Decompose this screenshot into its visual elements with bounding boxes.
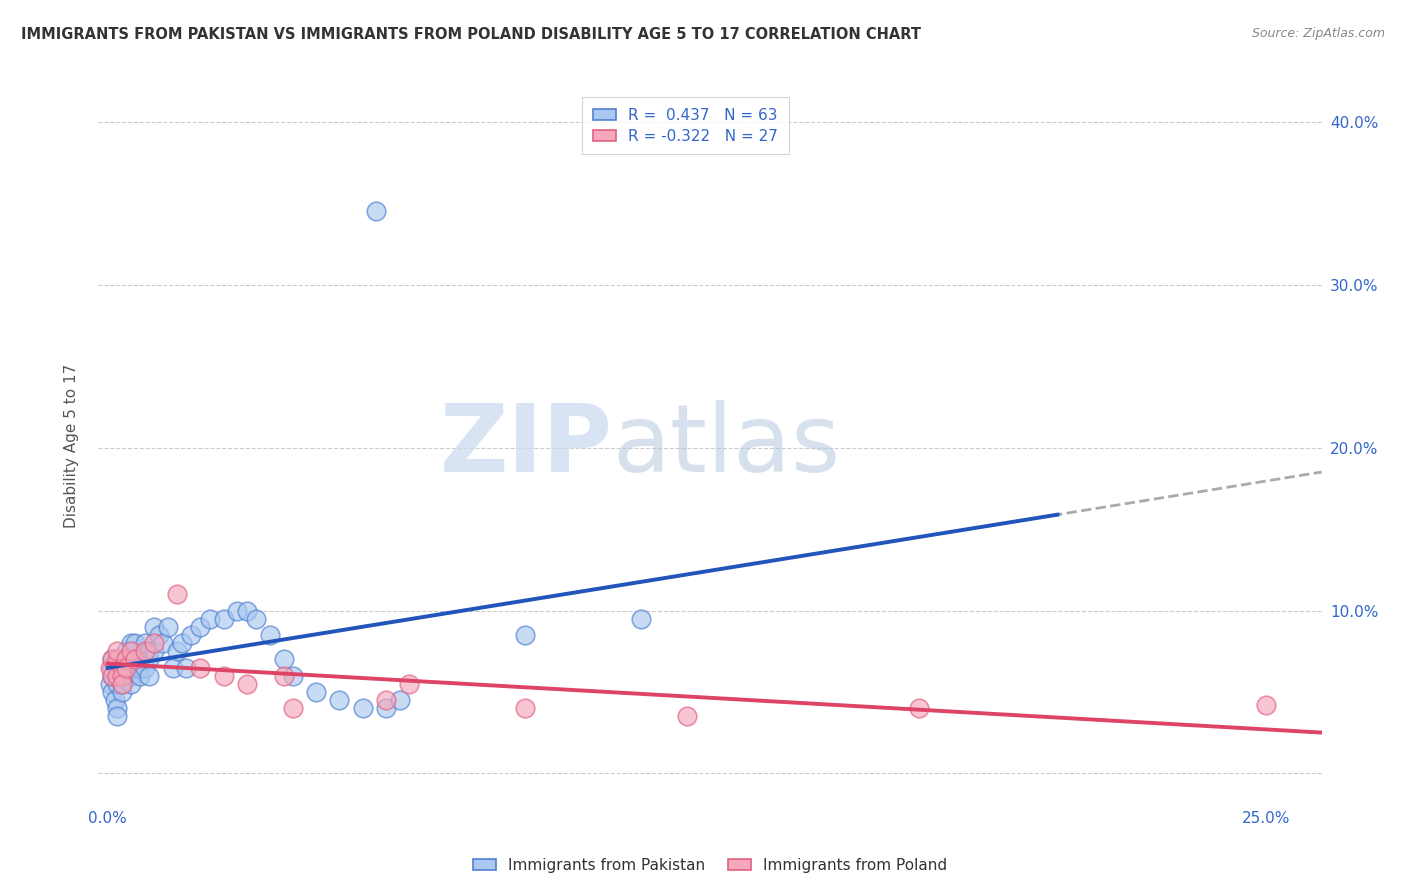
Immigrants from Pakistan (152, 636, 174, 650)
Immigrants from Pakistan (143, 620, 166, 634)
Immigrants from Pakistan (110, 669, 132, 683)
Immigrants from Poland (105, 669, 128, 683)
Immigrants from Pakistan (328, 693, 350, 707)
Immigrants from Pakistan (148, 628, 170, 642)
Immigrants from Poland (398, 677, 420, 691)
Immigrants from Pakistan (630, 612, 652, 626)
Immigrants from Pakistan (166, 644, 188, 658)
Immigrants from Pakistan (273, 652, 295, 666)
Immigrants from Pakistan (105, 709, 128, 723)
Immigrants from Poland (513, 701, 536, 715)
Immigrants from Poland (188, 660, 212, 674)
Immigrants from Pakistan (120, 660, 142, 674)
Immigrants from Poland (907, 701, 929, 715)
Immigrants from Poland (115, 660, 138, 674)
Immigrants from Poland (273, 669, 295, 683)
Immigrants from Pakistan (259, 628, 281, 642)
Text: IMMIGRANTS FROM PAKISTAN VS IMMIGRANTS FROM POLAND DISABILITY AGE 5 TO 17 CORREL: IMMIGRANTS FROM PAKISTAN VS IMMIGRANTS F… (21, 27, 921, 42)
Immigrants from Pakistan (138, 652, 160, 666)
Immigrants from Pakistan (176, 660, 198, 674)
Immigrants from Pakistan (110, 677, 132, 691)
Immigrants from Pakistan (352, 701, 374, 715)
Immigrants from Pakistan (105, 660, 128, 674)
Immigrants from Pakistan (120, 677, 142, 691)
Immigrants from Pakistan (513, 628, 536, 642)
Immigrants from Pakistan (188, 620, 212, 634)
Immigrants from Pakistan (366, 204, 388, 219)
Immigrants from Pakistan (101, 660, 124, 674)
Legend: Immigrants from Pakistan, Immigrants from Poland: Immigrants from Pakistan, Immigrants fro… (465, 850, 955, 880)
Immigrants from Poland (105, 652, 128, 666)
Immigrants from Pakistan (170, 636, 193, 650)
Immigrants from Pakistan (110, 660, 132, 674)
Immigrants from Poland (134, 644, 156, 658)
Immigrants from Pakistan (134, 636, 156, 650)
Immigrants from Poland (120, 644, 142, 658)
Immigrants from Pakistan (101, 652, 124, 666)
Immigrants from Pakistan (388, 693, 411, 707)
Immigrants from Pakistan (105, 701, 128, 715)
Immigrants from Poland (101, 652, 124, 666)
Immigrants from Poland (124, 652, 146, 666)
Immigrants from Pakistan (180, 628, 202, 642)
Immigrants from Pakistan (120, 636, 142, 650)
Immigrants from Poland (110, 677, 132, 691)
Y-axis label: Disability Age 5 to 17: Disability Age 5 to 17 (65, 364, 79, 528)
Immigrants from Pakistan (138, 669, 160, 683)
Immigrants from Pakistan (101, 685, 124, 699)
Immigrants from Pakistan (110, 652, 132, 666)
Immigrants from Poland (676, 709, 699, 723)
Immigrants from Pakistan (115, 669, 138, 683)
Immigrants from Pakistan (226, 603, 249, 617)
Immigrants from Pakistan (281, 669, 304, 683)
Immigrants from Pakistan (101, 669, 124, 683)
Immigrants from Pakistan (124, 660, 146, 674)
Immigrants from Pakistan (104, 693, 127, 707)
Immigrants from Pakistan (124, 636, 146, 650)
Immigrants from Pakistan (105, 677, 128, 691)
Immigrants from Pakistan (115, 660, 138, 674)
Immigrants from Pakistan (235, 603, 257, 617)
Text: ZIP: ZIP (439, 400, 612, 492)
Immigrants from Pakistan (305, 685, 328, 699)
Immigrants from Pakistan (198, 612, 221, 626)
Immigrants from Pakistan (115, 644, 138, 658)
Immigrants from Pakistan (134, 660, 156, 674)
Immigrants from Poland (110, 669, 132, 683)
Immigrants from Pakistan (129, 652, 152, 666)
Immigrants from Poland (374, 693, 396, 707)
Immigrants from Pakistan (120, 652, 142, 666)
Immigrants from Pakistan (98, 677, 121, 691)
Immigrants from Poland (115, 652, 138, 666)
Immigrants from Poland (1254, 698, 1277, 712)
Immigrants from Pakistan (129, 660, 152, 674)
Immigrants from Poland (212, 669, 235, 683)
Immigrants from Pakistan (162, 660, 184, 674)
Immigrants from Pakistan (129, 669, 152, 683)
Immigrants from Pakistan (115, 652, 138, 666)
Immigrants from Pakistan (110, 685, 132, 699)
Immigrants from Pakistan (245, 612, 267, 626)
Immigrants from Pakistan (105, 669, 128, 683)
Text: Source: ZipAtlas.com: Source: ZipAtlas.com (1251, 27, 1385, 40)
Immigrants from Pakistan (156, 620, 179, 634)
Immigrants from Poland (98, 660, 121, 674)
Immigrants from Pakistan (124, 652, 146, 666)
Immigrants from Poland (143, 636, 166, 650)
Immigrants from Poland (166, 587, 188, 601)
Immigrants from Pakistan (138, 644, 160, 658)
Immigrants from Poland (110, 660, 132, 674)
Immigrants from Pakistan (143, 644, 166, 658)
Immigrants from Poland (281, 701, 304, 715)
Immigrants from Pakistan (120, 669, 142, 683)
Immigrants from Pakistan (374, 701, 396, 715)
Immigrants from Pakistan (212, 612, 235, 626)
Immigrants from Poland (105, 644, 128, 658)
Immigrants from Poland (235, 677, 257, 691)
Immigrants from Poland (101, 669, 124, 683)
Text: atlas: atlas (612, 400, 841, 492)
